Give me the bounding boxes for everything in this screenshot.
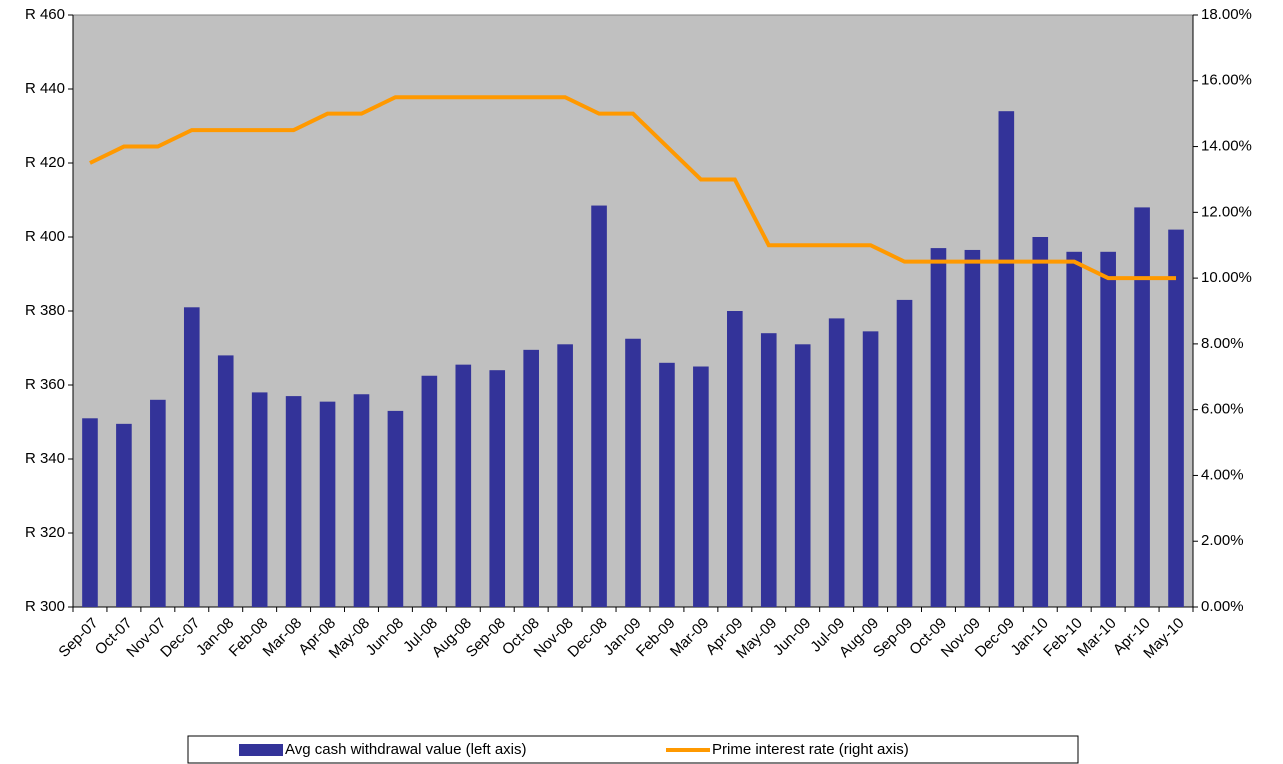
bar [116,423,132,607]
bar [150,399,166,607]
bar [421,375,438,607]
legend-swatch [239,744,283,756]
bar [1100,251,1116,608]
bar [489,370,506,607]
y2-tick-label: 6.00% [1201,401,1244,418]
bar [625,338,641,607]
bar [591,205,607,608]
bar [828,318,845,607]
line [89,95,1177,281]
x-tick-label: Jun-09 [770,615,814,659]
bar [557,344,573,607]
y2-tick-label: 14.00% [1201,138,1252,155]
x-tick-label: Mar-10 [1074,615,1120,661]
bar [760,333,777,607]
y2-tick-label: 16.00% [1201,72,1252,89]
bar [693,366,709,607]
bar [998,111,1015,607]
y-tick-label: R 380 [25,302,65,319]
bar [353,394,370,607]
bar [1032,237,1049,607]
y-tick-label: R 300 [25,598,65,615]
bar [183,307,200,607]
y-tick-label: R 400 [25,228,65,245]
bar [217,355,234,607]
bar [523,349,539,607]
y-tick-label: R 440 [25,80,65,97]
bar [387,410,404,607]
bar [659,362,675,607]
legend-box [187,735,1079,764]
y2-tick-label: 0.00% [1201,598,1244,615]
y2-tick-label: 4.00% [1201,466,1244,483]
x-tick-label: Jun-08 [363,615,407,659]
bar [1066,251,1083,608]
bar [285,396,302,607]
legend-label: Prime interest rate (right axis) [712,741,909,758]
bar [455,364,472,607]
y2-tick-label: 12.00% [1201,203,1252,220]
y-tick-label: R 420 [25,154,65,171]
y2-tick-label: 10.00% [1201,269,1252,286]
y2-tick-label: 18.00% [1201,6,1252,23]
bar [82,418,98,607]
y-tick-label: R 360 [25,376,65,393]
bar [1168,229,1184,607]
bar [1134,207,1150,607]
bar [964,249,981,607]
y-tick-label: R 320 [25,524,65,541]
bar [794,344,811,607]
y2-tick-label: 2.00% [1201,532,1244,549]
bar [319,401,336,607]
bar [251,392,268,607]
y-tick-label: R 460 [25,6,65,23]
x-tick-label: Mar-08 [260,615,306,661]
x-tick-label: Mar-09 [667,615,713,661]
legend-label: Avg cash withdrawal value (left axis) [285,741,527,758]
bar [896,299,913,607]
y-tick-label: R 340 [25,450,65,467]
bar [930,248,947,607]
x-tick-label: Sep-07 [55,615,101,661]
y2-tick-label: 8.00% [1201,335,1244,352]
bar [727,311,743,607]
bar [862,331,879,607]
